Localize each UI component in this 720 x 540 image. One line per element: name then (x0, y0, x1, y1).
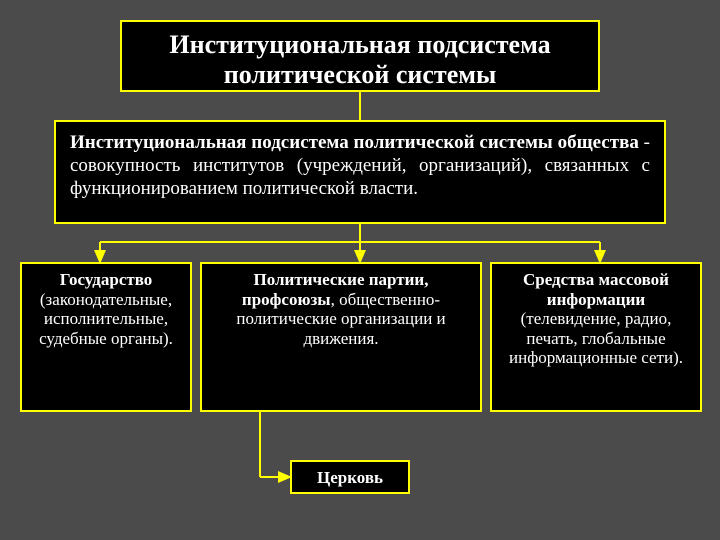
title-box: Институциональная подсистема политическо… (120, 20, 600, 92)
church-box: Церковь (290, 460, 410, 494)
title-line2: политической системы (142, 60, 578, 90)
child-box-state: Государство (законодательные, исполнител… (20, 262, 192, 412)
definition-bold: Институциональная подсистема политическо… (70, 132, 639, 153)
child-bold: Государство (60, 270, 153, 289)
child-rest: (законодательные, исполнительные, судебн… (39, 290, 173, 348)
child-box-parties: Политические партии, профсоюзы, обществе… (200, 262, 482, 412)
title-line1: Институциональная подсистема (142, 30, 578, 60)
child-rest: (телевидение, радио, печать, глобальные … (509, 309, 683, 367)
child-bold: Средства массовой информации (523, 270, 669, 309)
child-box-media: Средства массовой информации (телевидени… (490, 262, 702, 412)
church-label: Церковь (317, 468, 383, 487)
definition-box: Институциональная подсистема политическо… (54, 120, 666, 224)
